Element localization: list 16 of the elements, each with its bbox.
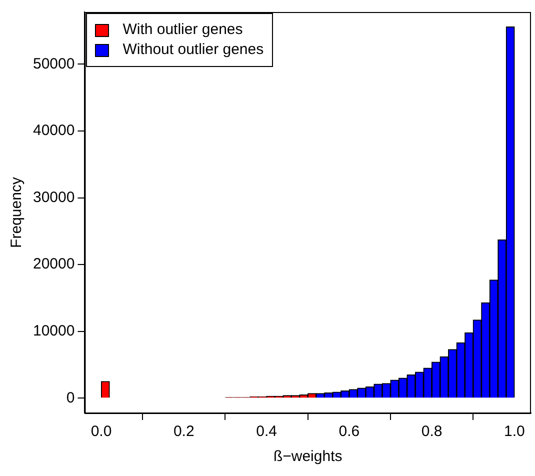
x-tick-label: 0.8: [421, 423, 442, 440]
x-tick-label: 0.4: [256, 423, 277, 440]
x-axis-title: ß−weights: [273, 448, 342, 466]
x-tick-label: 0.0: [90, 423, 112, 440]
x-tick-label: 0.2: [173, 423, 194, 440]
legend-label: With outlier genes: [122, 20, 243, 40]
x-tick-label: 0.6: [338, 423, 360, 440]
y-tick-label: 50000: [32, 55, 75, 72]
x-tick-label: 1.0: [504, 423, 525, 440]
y-tick-label: 30000: [32, 188, 75, 206]
y-axis-title: Frequency: [8, 176, 26, 248]
y-tick-label: 40000: [32, 122, 75, 140]
y-tick-label: 0: [66, 389, 75, 406]
y-tick-label: 20000: [32, 256, 75, 273]
legend-label: Without outlier genes: [122, 40, 264, 60]
y-tick-label: 10000: [32, 322, 75, 340]
